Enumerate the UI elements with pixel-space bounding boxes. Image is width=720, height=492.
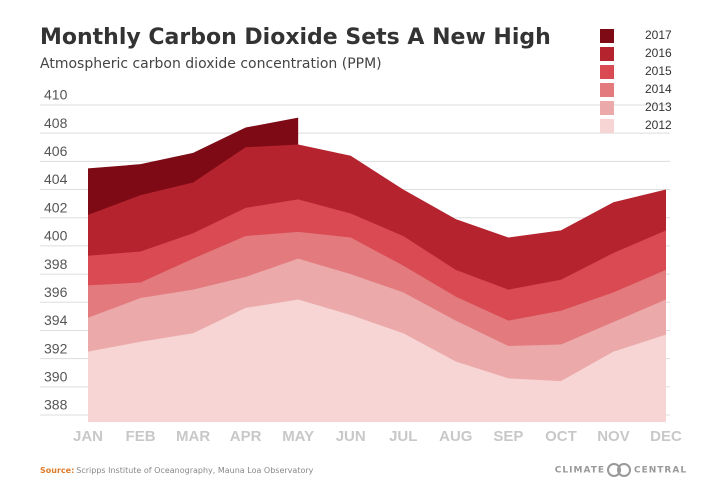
logo: CLIMATE CENTRAL — [555, 463, 687, 477]
logo-icon — [617, 463, 631, 477]
legend-label: 2015 — [645, 64, 672, 78]
chart-subtitle: Atmospheric carbon dioxide concentration… — [40, 56, 382, 72]
y-tick-label: 398 — [44, 256, 68, 272]
source: Source: Scripps Institute of Oceanography… — [40, 466, 314, 475]
legend-swatch — [600, 83, 614, 97]
x-tick-label: MAR — [176, 428, 210, 445]
legend-swatch — [600, 119, 614, 133]
x-tick-label: JAN — [73, 428, 103, 445]
legend-swatch — [600, 65, 614, 79]
legend-swatch — [600, 29, 614, 43]
y-tick-label: 404 — [44, 171, 68, 187]
y-tick-label: 400 — [44, 228, 68, 244]
y-tick-label: 396 — [44, 284, 68, 300]
chart-title: Monthly Carbon Dioxide Sets A New High — [40, 25, 551, 50]
legend-label: 2014 — [645, 82, 672, 96]
legend-label: 2013 — [645, 100, 672, 114]
x-tick-label: SEP — [493, 428, 523, 445]
logo-text: CLIMATE — [555, 466, 605, 476]
y-tick-label: 394 — [44, 312, 68, 328]
legend-label: 2017 — [645, 28, 672, 42]
y-tick-label: 410 — [44, 87, 68, 103]
x-tick-label: NOV — [597, 428, 630, 445]
areas — [88, 117, 666, 423]
x-tick-label: MAY — [282, 428, 314, 445]
labels: 388 390 392 394 396 398 400 402 404 406 408 410 — [44, 87, 68, 413]
y-tick-label: 408 — [44, 115, 68, 131]
y-tick-label: 392 — [44, 340, 68, 356]
logo-text: CENTRAL — [634, 466, 687, 476]
source-label: Source: — [40, 466, 74, 475]
legend-label: 2012 — [645, 118, 672, 132]
legend-swatch — [600, 101, 614, 115]
y-tick-label: 406 — [44, 143, 68, 159]
x-tick-label: FEB — [126, 428, 156, 445]
x-tick-label: JUL — [389, 428, 417, 445]
source-text: Scripps Institute of Oceanography, Mauna… — [76, 466, 313, 475]
legend: 2017 2016 2015 2014 2013 2012 — [600, 28, 672, 133]
y-tick-label: 402 — [44, 199, 68, 215]
legend-swatch — [600, 47, 614, 61]
legend-label: 2016 — [645, 46, 672, 60]
y-tick-label: 390 — [44, 369, 68, 385]
area — [88, 299, 666, 422]
x-tick-label: DEC — [650, 428, 682, 445]
logo-icon — [607, 463, 621, 477]
x-tick-label: APR — [230, 428, 262, 445]
x-tick-label: AUG — [439, 428, 472, 445]
x-tick-label: OCT — [545, 428, 577, 445]
y-tick-label: 388 — [44, 397, 68, 413]
x-tick-label: JUN — [336, 428, 366, 445]
